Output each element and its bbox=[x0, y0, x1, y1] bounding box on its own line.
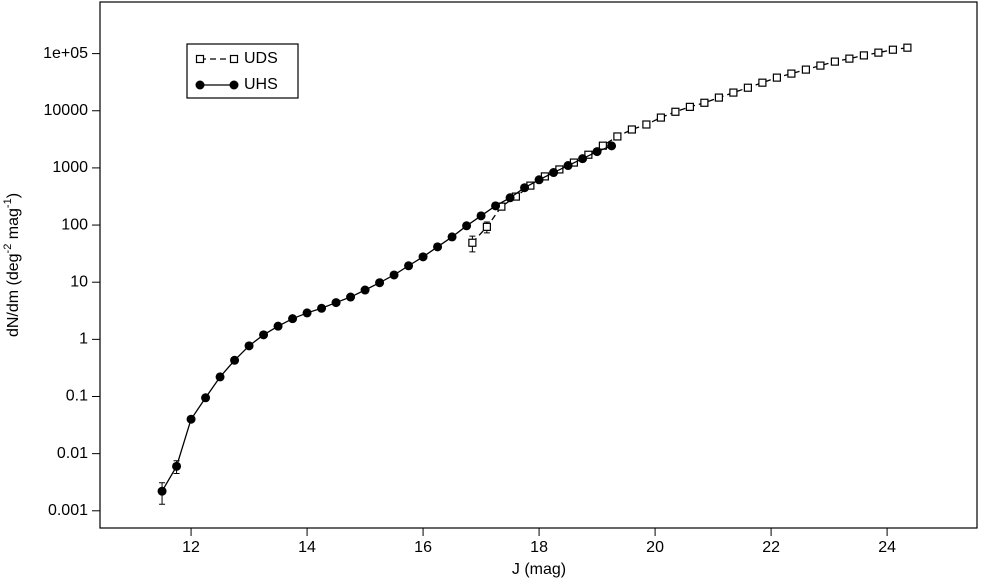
point bbox=[671, 107, 680, 116]
point bbox=[520, 183, 530, 193]
x-tick-label: 18 bbox=[530, 539, 548, 556]
point bbox=[830, 57, 839, 66]
point bbox=[700, 98, 709, 107]
point bbox=[482, 222, 491, 231]
y-tick-label: 1 bbox=[79, 331, 88, 348]
legend-label: UDS bbox=[244, 50, 278, 67]
y-label-part: ) bbox=[5, 193, 22, 198]
point bbox=[172, 461, 182, 471]
point bbox=[874, 48, 883, 57]
y-label-part: dN/dm (deg bbox=[5, 253, 22, 337]
point bbox=[816, 61, 825, 70]
point bbox=[758, 78, 767, 87]
point bbox=[505, 193, 515, 203]
point bbox=[549, 168, 559, 178]
point bbox=[859, 51, 868, 60]
point bbox=[215, 372, 225, 382]
point bbox=[729, 88, 738, 97]
legend-label: UHS bbox=[244, 76, 278, 93]
point bbox=[201, 393, 211, 403]
point bbox=[592, 147, 602, 157]
y-label-sup: -1 bbox=[2, 198, 14, 208]
series-line bbox=[471, 47, 908, 244]
point bbox=[656, 113, 665, 122]
point bbox=[288, 314, 298, 324]
point bbox=[627, 125, 636, 134]
point bbox=[331, 298, 341, 308]
point bbox=[613, 132, 622, 141]
point bbox=[743, 83, 752, 92]
plot-frame bbox=[99, 1, 978, 529]
legend-marker bbox=[195, 80, 205, 90]
point bbox=[462, 221, 472, 231]
legend-marker bbox=[229, 54, 239, 64]
y-tick-label: 0.001 bbox=[48, 502, 88, 519]
point bbox=[888, 45, 897, 54]
point bbox=[563, 161, 573, 171]
point bbox=[685, 102, 694, 111]
x-tick-label: 22 bbox=[762, 539, 780, 556]
point bbox=[468, 238, 477, 247]
legend-marker bbox=[195, 54, 205, 64]
point bbox=[903, 43, 912, 52]
point bbox=[302, 308, 312, 318]
x-tick-label: 16 bbox=[414, 539, 432, 556]
y-tick-label: 1e+05 bbox=[43, 45, 88, 62]
y-tick-label: 0.01 bbox=[57, 445, 88, 462]
point bbox=[447, 232, 457, 242]
point bbox=[360, 285, 370, 295]
point bbox=[273, 321, 283, 331]
legend-marker bbox=[229, 80, 239, 90]
point bbox=[642, 120, 651, 129]
point bbox=[375, 278, 385, 288]
point bbox=[157, 486, 167, 496]
point bbox=[259, 330, 269, 340]
x-axis-label: J (mag) bbox=[512, 561, 566, 578]
y-tick-label: 100 bbox=[61, 216, 88, 233]
y-label-sup: -2 bbox=[2, 244, 14, 254]
x-tick-label: 12 bbox=[182, 539, 200, 556]
y-axis-label: dN/dm (deg-2 mag-1) bbox=[2, 193, 22, 337]
x-tick-label: 20 bbox=[646, 539, 664, 556]
point bbox=[418, 252, 428, 262]
point bbox=[787, 69, 796, 78]
x-tick-label: 24 bbox=[878, 539, 896, 556]
point bbox=[476, 211, 486, 221]
point bbox=[433, 242, 443, 252]
point bbox=[607, 141, 617, 151]
point bbox=[244, 341, 254, 351]
point bbox=[230, 355, 240, 365]
point bbox=[491, 201, 501, 211]
point bbox=[346, 292, 356, 302]
y-tick-label: 10000 bbox=[44, 102, 89, 119]
point bbox=[404, 261, 414, 271]
point bbox=[389, 270, 399, 280]
point bbox=[801, 65, 810, 74]
point bbox=[714, 93, 723, 102]
series-line bbox=[161, 145, 612, 492]
y-label-part: mag bbox=[5, 208, 22, 244]
x-tick-label: 14 bbox=[298, 539, 316, 556]
point bbox=[534, 175, 544, 185]
y-tick-label: 0.1 bbox=[66, 388, 88, 405]
y-tick-label: 1000 bbox=[52, 159, 88, 176]
point bbox=[317, 303, 327, 313]
y-tick-label: 10 bbox=[70, 273, 88, 290]
point bbox=[578, 154, 588, 164]
point bbox=[186, 414, 196, 424]
legend-box bbox=[186, 43, 299, 99]
point bbox=[772, 73, 781, 82]
point bbox=[845, 54, 854, 63]
